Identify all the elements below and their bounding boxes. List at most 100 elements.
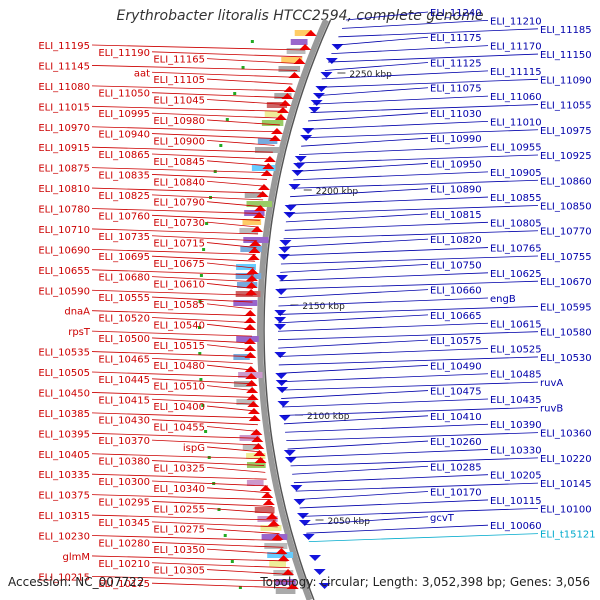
- right-gene-connector: [328, 53, 539, 63]
- reverse-gene-arrow: [312, 93, 325, 99]
- right-gene-label: ELI_10990: [430, 134, 482, 145]
- left-gene-label: ELI_10540: [153, 320, 205, 331]
- right-gene-connector: [282, 238, 429, 248]
- forward-gene-arrow: [274, 114, 287, 120]
- reverse-gene-arrow: [284, 205, 297, 211]
- right-gene-connector: [283, 415, 429, 425]
- left-gene-connector: [206, 507, 275, 514]
- right-gene-label: ELI_11185: [540, 25, 592, 36]
- left-gene-connector: [91, 555, 288, 562]
- right-gene-label: engB: [490, 294, 516, 305]
- right-gene-connector: [308, 533, 539, 542]
- left-gene-label: ELI_10535: [38, 348, 90, 359]
- right-gene-connector: [278, 289, 429, 299]
- reverse-gene-arrow: [298, 520, 311, 526]
- forward-gene-arrow: [245, 380, 258, 386]
- left-gene-connector: [91, 105, 284, 112]
- left-gene-connector: [206, 99, 286, 105]
- right-gene-label: ELI_11075: [430, 84, 482, 95]
- left-gene-connector: [151, 501, 273, 507]
- right-gene-connector: [289, 449, 489, 458]
- right-gene-label: ELI_t15121: [540, 530, 596, 541]
- ruler-label: 2200 kbp: [316, 187, 359, 197]
- forward-gene-arrow: [248, 247, 261, 253]
- right-gene-connector: [299, 499, 489, 509]
- right-gene-label: ELI_10530: [540, 353, 592, 364]
- right-gene-label: ELI_11115: [490, 67, 542, 78]
- left-gene-label: ELI_10900: [153, 136, 205, 147]
- right-gene-connector: [306, 524, 489, 534]
- forward-gene-arrow: [244, 310, 257, 316]
- left-gene-label: ELI_10295: [98, 497, 150, 508]
- right-gene-connector: [313, 95, 489, 105]
- forward-gene-arrow: [270, 128, 283, 134]
- feature-block: [235, 273, 262, 279]
- feature-block: [239, 228, 259, 234]
- right-gene-label: ruvA: [540, 378, 563, 389]
- feature-marker: [199, 378, 203, 381]
- ruler-label: 2250 kbp: [349, 70, 392, 80]
- feature-marker: [219, 144, 223, 147]
- right-gene-label: ELI_11240: [430, 8, 482, 19]
- left-gene-connector: [206, 180, 266, 187]
- right-gene-connector: [278, 297, 489, 307]
- right-gene-label: ELI_10665: [430, 311, 482, 322]
- right-gene-label: ELI_10260: [430, 437, 482, 448]
- right-gene-connector: [284, 221, 489, 231]
- right-gene-connector: [321, 70, 489, 80]
- left-gene-connector: [206, 466, 266, 473]
- left-gene-connector: [206, 344, 253, 351]
- left-gene-connector: [206, 221, 259, 228]
- feature-block: [254, 147, 280, 153]
- left-gene-label: ELI_10210: [98, 559, 150, 570]
- right-gene-label: ELI_10490: [430, 361, 482, 372]
- forward-gene-arrow: [254, 205, 267, 211]
- right-gene-label: ELI_10595: [540, 302, 592, 313]
- forward-gene-arrow: [257, 184, 270, 190]
- right-gene-label: ELI_10770: [540, 227, 592, 238]
- left-gene-connector: [91, 371, 254, 378]
- feature-block: [294, 30, 312, 36]
- feature-block: [244, 192, 262, 198]
- forward-gene-arrow: [271, 534, 284, 540]
- right-gene-connector: [278, 356, 539, 366]
- left-gene-label: ELI_10445: [98, 375, 150, 386]
- left-gene-connector: [206, 487, 270, 494]
- left-gene-label: ELI_10760: [98, 211, 150, 222]
- left-gene-label: ELI_10370: [98, 436, 150, 447]
- right-gene-connector: [292, 465, 429, 475]
- right-gene-label: gcvT: [430, 513, 455, 524]
- left-gene-label: ELI_10915: [38, 143, 90, 154]
- right-gene-label: ELI_10750: [430, 260, 482, 271]
- feature-block: [264, 543, 288, 549]
- left-gene-label: ELI_11190: [98, 48, 150, 59]
- left-gene-connector: [151, 460, 265, 466]
- left-gene-label: ELI_10995: [98, 109, 150, 120]
- left-gene-label: ELI_10840: [153, 177, 205, 188]
- right-gene-connector: [279, 373, 489, 383]
- right-gene-connector: [297, 491, 429, 500]
- left-gene-label: ELI_10790: [153, 198, 205, 209]
- right-gene-connector: [287, 440, 429, 450]
- feature-block: [236, 399, 256, 405]
- left-gene-connector: [91, 289, 253, 296]
- left-gene-label: ELI_10455: [153, 423, 205, 434]
- right-gene-label: ELI_10170: [430, 488, 482, 499]
- right-gene-label: ELI_10475: [430, 387, 482, 398]
- reverse-gene-arrow: [313, 569, 326, 575]
- forward-gene-arrow: [253, 212, 266, 218]
- left-gene-connector: [151, 194, 264, 201]
- reverse-gene-arrow: [318, 583, 331, 589]
- feature-block: [236, 336, 259, 342]
- reverse-gene-arrow: [308, 107, 321, 113]
- feature-block: [273, 570, 294, 576]
- left-gene-connector: [91, 146, 273, 153]
- reverse-gene-arrow: [277, 401, 290, 407]
- reverse-gene-arrow: [274, 317, 287, 323]
- feature-marker: [205, 222, 209, 225]
- feature-block: [242, 444, 259, 450]
- left-gene-label: ELI_11105: [153, 75, 205, 86]
- left-gene-connector: [206, 528, 280, 535]
- left-gene-label: ELI_10215: [38, 572, 90, 583]
- feature-block: [267, 552, 294, 558]
